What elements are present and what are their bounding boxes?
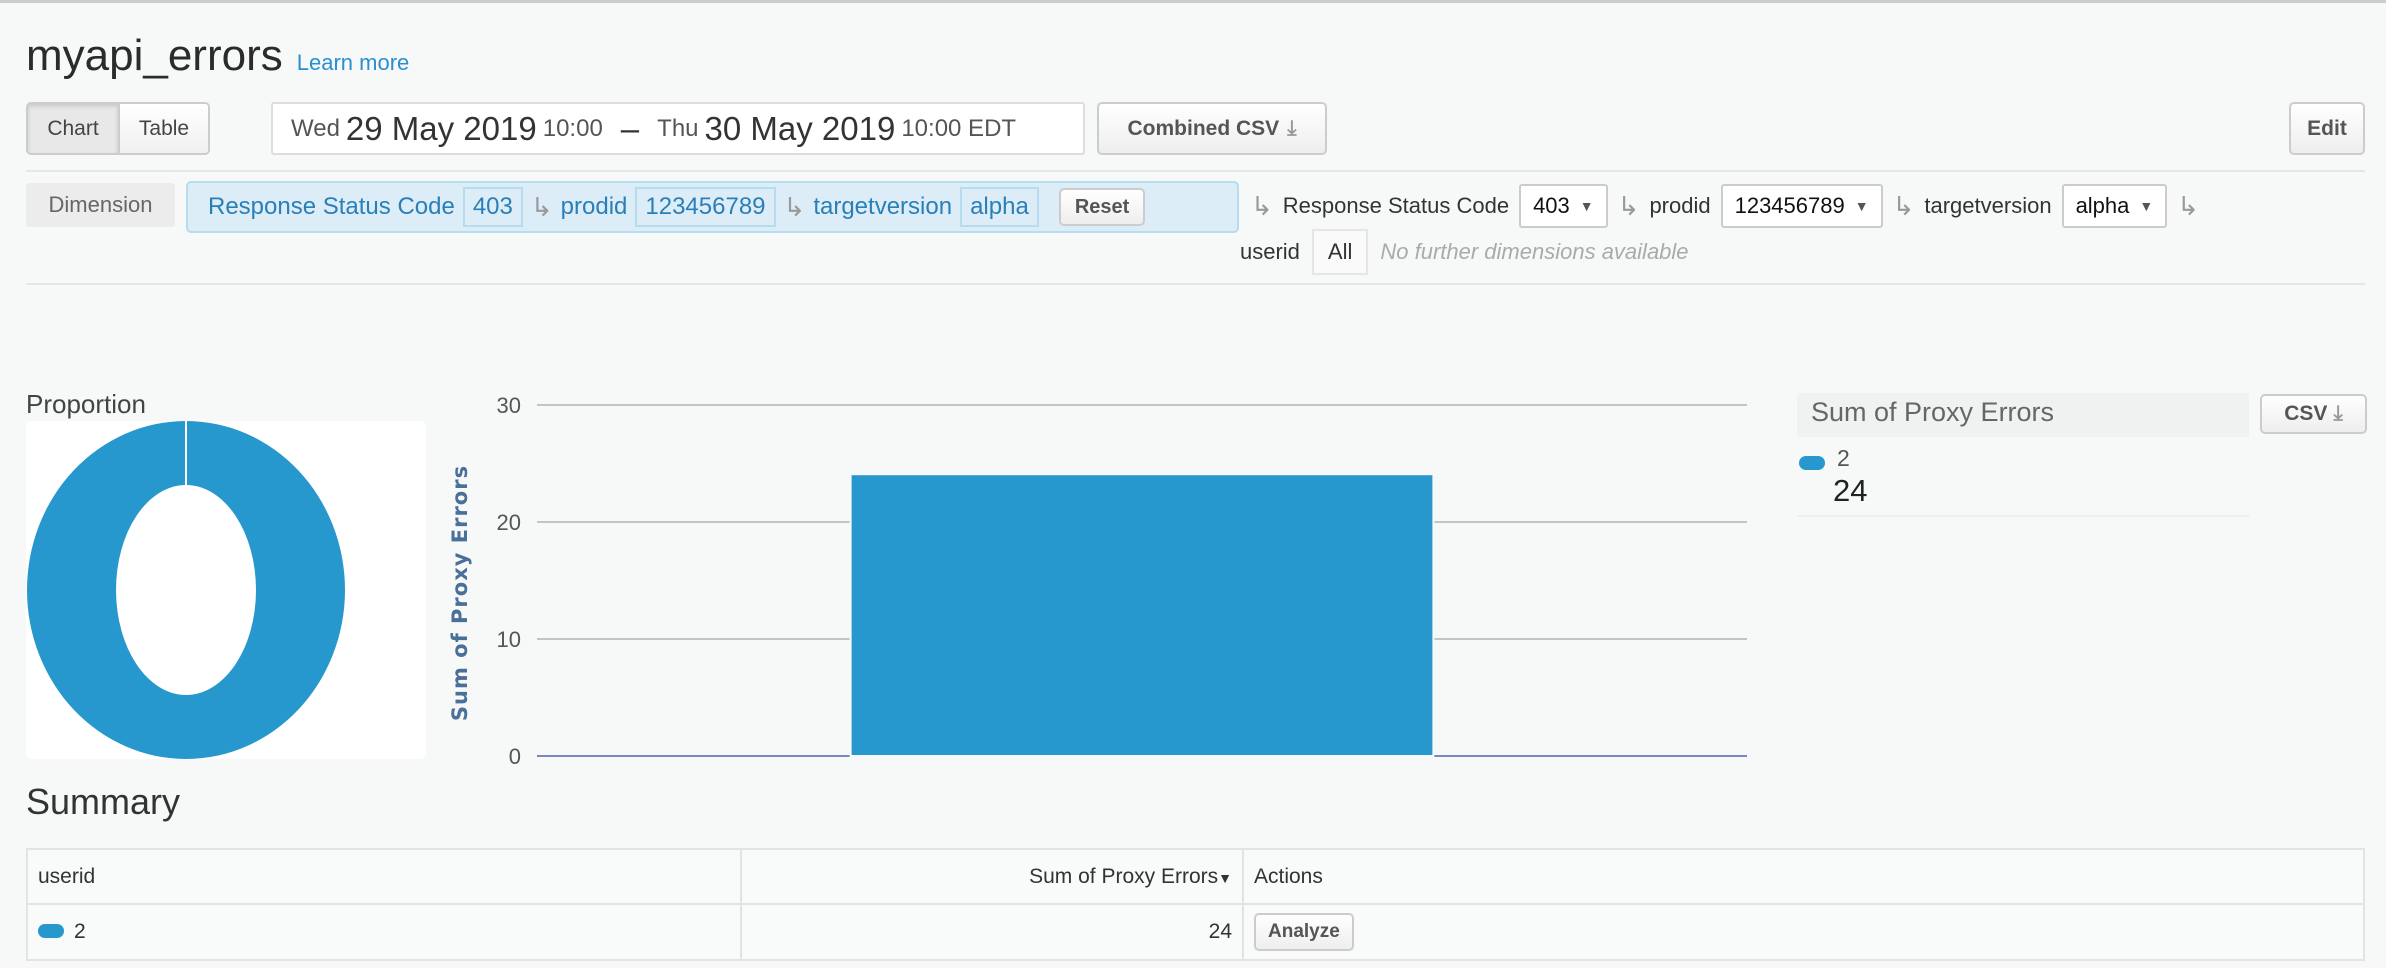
caret-down-icon: ▼ [2139,198,2154,214]
userid-value: 2 [74,920,86,943]
start-date: 29 May 2019 [345,109,537,147]
combined-csv-label: Combined CSV [1127,116,1280,140]
download-icon: ⤓ [1287,116,1297,140]
prodid-select[interactable]: 123456789 ▼ [1720,184,1883,228]
breadcrumb-name[interactable]: prodid [560,193,628,220]
sort-desc-icon: ▼ [1218,869,1232,886]
divider [26,170,2365,172]
end-time: 10:00 EDT [901,114,1017,142]
y-axis-title: Sum of Proxy Errors [448,464,472,722]
summary-title: Summary [26,781,181,822]
donut-hole [116,485,256,695]
response-status-select[interactable]: 403 ▼ [1519,184,1608,228]
legend-item[interactable]: 2 24 [1797,445,2249,517]
donut-chart [27,421,345,759]
date-separator: – [620,109,640,147]
table-header-row: userid Sum of Proxy Errors▼ Actions [26,848,2365,905]
summary-table: userid Sum of Proxy Errors▼ Actions 2 24… [26,848,2365,961]
learn-more-link[interactable]: Learn more [296,50,410,75]
y-axis-title-wrap: Sum of Proxy Errors [440,383,480,783]
no-further-text: No further dimensions available [1380,239,1689,264]
next-dimension: userid All No further dimensions availab… [1240,229,1689,275]
page-title: myapi_errors Learn more [26,31,409,81]
legend-title: Sum of Proxy Errors [1797,393,2249,437]
tab-chart[interactable]: Chart [28,104,118,153]
title-text: myapi_errors [26,31,283,80]
caret-down-icon: ▼ [1579,198,1594,214]
drilldown-arrow-icon: ↳ [1251,190,1273,221]
divider [26,283,2365,285]
selector-label: Response Status Code [1282,193,1510,218]
analyze-button[interactable]: Analyze [1254,913,1354,951]
start-day: Wed [291,114,340,142]
dimension-selectors: ↳ Response Status Code 403 ▼ ↳ prodid 123… [1251,183,2199,229]
proportion-title: Proportion [26,389,146,419]
combined-csv-button[interactable]: Combined CSV ⤓ [1097,102,1327,155]
csv-button[interactable]: CSV ⤓ [2260,394,2367,434]
legend-label: 2 [1837,445,1850,471]
targetversion-select[interactable]: alpha ▼ [2061,184,2168,228]
select-value: 403 [1533,193,1570,218]
next-dimension-label: userid [1240,239,1300,264]
col-sum-proxy-errors[interactable]: Sum of Proxy Errors▼ [740,848,1244,905]
table-row: 2 24 Analyze [26,903,2365,961]
cell-userid: 2 [26,903,742,961]
userid-select[interactable]: All [1311,229,1369,275]
y-tick-label: 0 [509,744,521,769]
breadcrumb-name[interactable]: Response Status Code [208,193,455,220]
drilldown-arrow-icon: ↳ [2177,190,2200,221]
legend-value: 24 [1833,473,1868,508]
drilldown-arrow-icon: ↳ [783,191,806,222]
legend-swatch [38,924,64,938]
caret-down-icon: ▼ [1854,198,1869,214]
end-day: Thu [657,114,699,142]
select-value: 123456789 [1734,193,1845,218]
tab-table[interactable]: Table [118,104,208,153]
start-time: 10:00 [542,114,603,142]
csv-label: CSV [2284,402,2328,425]
donut-panel [26,421,426,759]
date-range-picker[interactable]: Wed 29 May 2019 10:00 – Thu 30 May 2019 … [271,102,1085,155]
bar[interactable] [851,475,1433,755]
legend-swatch [1799,456,1825,470]
cell-value: 24 [740,903,1244,961]
col-actions: Actions [1242,848,2365,905]
dimension-label: Dimension [26,183,175,227]
cell-actions: Analyze [1242,903,2365,961]
view-toggle: Chart Table [26,102,210,155]
breadcrumb-value[interactable]: alpha [960,187,1039,227]
breadcrumb-value[interactable]: 123456789 [635,187,776,227]
y-tick-label: 10 [497,627,521,652]
drilldown-arrow-icon: ↳ [530,191,553,222]
drilldown-arrow-icon: ↳ [1617,190,1640,221]
breadcrumb-name[interactable]: targetversion [813,193,953,220]
end-date: 30 May 2019 [704,109,896,147]
selector-label: targetversion [1924,193,2052,218]
y-tick-label: 30 [497,393,521,418]
drilldown-arrow-icon: ↳ [1892,190,1915,221]
reset-button[interactable]: Reset [1058,188,1146,226]
col-userid[interactable]: userid [26,848,742,905]
breadcrumb-value[interactable]: 403 [462,187,523,227]
selector-label: prodid [1649,193,1711,218]
col-label: Sum of Proxy Errors [1029,864,1219,888]
select-value: alpha [2075,193,2130,218]
download-icon: ⤓ [2333,402,2343,425]
dimension-breadcrumb: Response Status Code 403 ↳ prodid 123456… [186,181,1239,233]
edit-button[interactable]: Edit [2289,102,2365,155]
bar-chart: 0 10 20 30 [497,393,1747,769]
y-tick-label: 20 [497,510,521,535]
